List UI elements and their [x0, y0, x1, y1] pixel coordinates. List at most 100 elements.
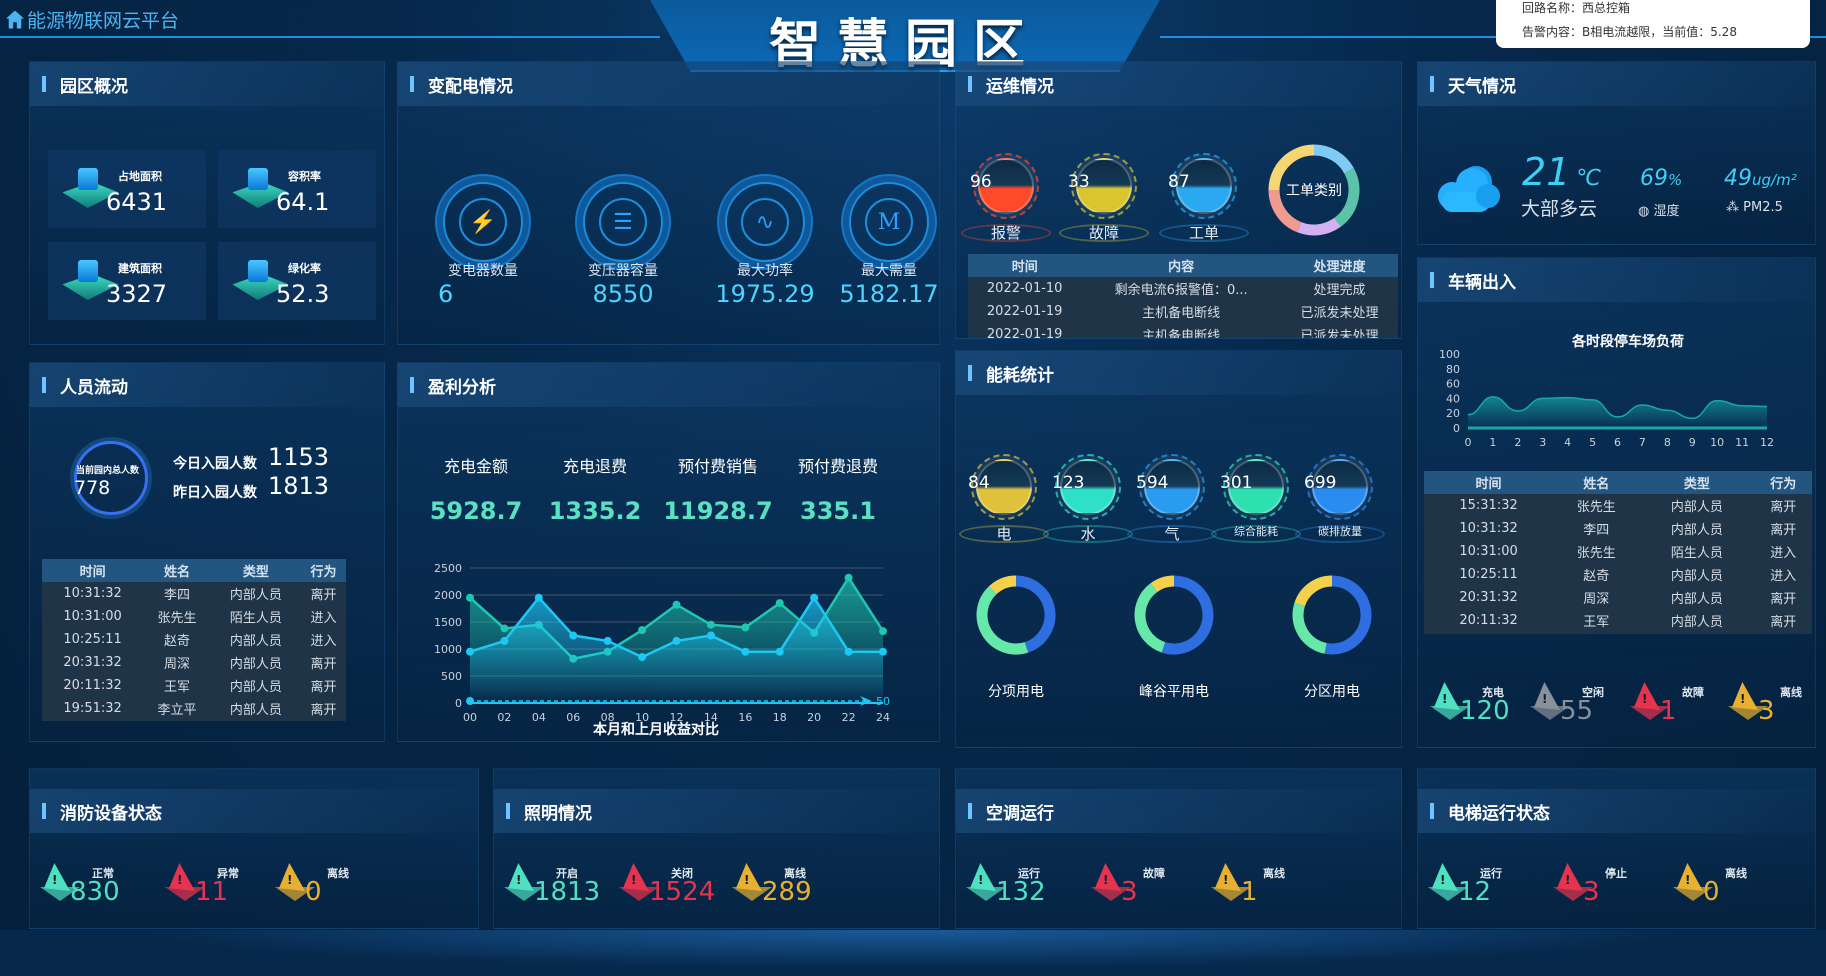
table-cell: 内部人员: [1670, 569, 1723, 584]
stat-label: 最大需量: [861, 263, 917, 279]
stat-label: 异常: [217, 867, 239, 880]
table-row: 20:11:32 王军 内部人员 离开: [1424, 609, 1812, 632]
donut-slice: [1268, 189, 1302, 233]
energy-donut: [976, 575, 1056, 655]
table-cell: 20:31:32: [1459, 590, 1518, 605]
donut-slice: [1324, 575, 1372, 655]
status-stat: ! 开启 1813: [504, 863, 614, 917]
haze-icon: ⁂: [1726, 200, 1744, 215]
column-header: 姓名: [1553, 471, 1640, 494]
column-header: 行为: [1754, 471, 1812, 494]
stat-label: 变电器数量: [448, 263, 518, 279]
series-line: [1467, 396, 1768, 420]
alarm-notification[interactable]: 回路名称：西总控箱 告警内容：B相电流越限，当前值：5.28: [1496, 0, 1810, 48]
exclamation-icon: !: [1685, 873, 1691, 887]
data-point: [638, 626, 647, 635]
x-tick-label: 20: [807, 711, 821, 724]
ring: ⚡: [443, 182, 523, 262]
table-cell: 10:25:11: [1459, 567, 1518, 582]
gauge-base: [1295, 525, 1385, 543]
table-row: 10:25:11 赵奇 内部人员 进入: [1424, 563, 1812, 586]
data-point: [810, 593, 819, 602]
office-icon: [78, 260, 98, 282]
stat-tile: 容积率 64.1: [218, 150, 376, 228]
ops-panel: 运维情况 96 报警 33 故障 87 工单 工单类别 时间 内容 处理进度 2022-01-1…: [955, 61, 1402, 339]
exclamation-icon: !: [1542, 692, 1548, 706]
gauge-dash: [1071, 153, 1137, 219]
x-tick-label: 1: [1489, 436, 1496, 449]
humidity: 69: [1640, 166, 1668, 191]
table-cell: 离开: [1770, 500, 1797, 515]
gauge-value: 33: [1068, 172, 1090, 192]
table-row: 10:31:32 李四 内部人员 离开: [1424, 517, 1812, 540]
home-icon: [6, 10, 24, 29]
table-cell: 离开: [1770, 615, 1797, 630]
current-label: 当前园内总人数: [76, 466, 140, 476]
x-tick-label: 18: [773, 711, 787, 724]
table-cell: 离开: [310, 657, 337, 672]
status-stat: ! 故障 1: [1630, 682, 1740, 736]
data-point: [706, 620, 715, 629]
stat-label: 正常: [92, 867, 114, 880]
stat-value: 3: [1121, 877, 1138, 907]
stat-label: 离线: [1263, 867, 1285, 880]
profit-label: 充电金额: [443, 457, 508, 476]
column-header: 时间: [1424, 471, 1554, 494]
gauge-value: 84: [968, 473, 990, 493]
y-tick-label: 20: [1446, 407, 1460, 420]
gauge-dash: [1139, 454, 1205, 520]
status-stat: ! 离线 0: [1673, 863, 1783, 917]
panel-title: 园区概况: [60, 76, 128, 97]
gauge-label: 工单: [1188, 224, 1219, 242]
exclamation-icon: !: [177, 873, 183, 887]
table-cell: 陌生人员: [229, 611, 282, 626]
x-tick-label: 3: [1539, 436, 1546, 449]
column-header: 行为: [300, 559, 346, 582]
series-area: [1468, 396, 1767, 428]
tile-label: 建筑面积: [118, 262, 162, 275]
profit-value: 1335.2: [548, 497, 642, 525]
today-count: 1153: [268, 443, 330, 471]
x-tick-label: 02: [497, 711, 511, 724]
exclamation-icon: !: [1740, 692, 1746, 706]
brand-name: 能源物联网云平台: [27, 10, 180, 32]
column-header: 类型: [1639, 471, 1755, 494]
table-row: 10:25:11 赵奇 内部人员 进入: [42, 628, 346, 651]
stat-label: 最大功率: [737, 263, 793, 279]
data-point: [569, 631, 578, 640]
table-cell: 主机备电断线: [1142, 329, 1221, 338]
profit-panel: 盈利分析 充电金额 5928.7 充电退费 1335.2 预付费销售 11928.7 预付费…: [397, 362, 940, 742]
table-cell: 内部人员: [1670, 500, 1723, 515]
stat-label: 空闲: [1582, 686, 1604, 699]
donut-slice: [1161, 575, 1214, 655]
table-row: 20:11:32 王军 内部人员 离开: [42, 674, 346, 697]
max-icon: M: [865, 198, 913, 246]
x-tick-label: 10: [1710, 436, 1724, 449]
y-tick-label: 0: [1453, 422, 1460, 435]
elevator-panel: 电梯运行状态! 运行 12! 停止 3! 离线 0: [1417, 768, 1816, 929]
gauge-value: 123: [1052, 473, 1085, 493]
tile-value: 64.1: [276, 188, 330, 216]
x-tick-label: 14: [704, 711, 718, 724]
y-tick-label: 60: [1446, 378, 1460, 391]
gauge-value: 699: [1304, 473, 1337, 493]
table-cell: 处理完成: [1313, 283, 1366, 298]
column-header: 时间: [42, 559, 144, 582]
notification-content: 告警内容：B相电流越限，当前值：5.28: [1522, 25, 1737, 39]
stat-tile: 占地面积 6431: [48, 150, 206, 228]
table-cell: 内部人员: [229, 634, 282, 649]
brand[interactable]: 能源物联网云平台: [6, 6, 179, 33]
table-cell: 进入: [1770, 546, 1797, 561]
profit-label: 充电退费: [562, 457, 627, 476]
donut-slice: [1294, 575, 1333, 607]
current-count: 778: [74, 477, 111, 499]
table-cell: 李立平: [157, 703, 197, 718]
y-tick-label: 1000: [434, 643, 462, 656]
table-cell: 10:31:32: [63, 586, 122, 601]
stat-value: 1975.29: [715, 280, 815, 308]
table-cell: 已派发未处理: [1300, 306, 1379, 321]
temp-unit: ℃: [1576, 166, 1602, 191]
data-point: [603, 636, 612, 645]
title-bar-icon: [1430, 272, 1434, 288]
profit-value: 11928.7: [663, 497, 773, 525]
